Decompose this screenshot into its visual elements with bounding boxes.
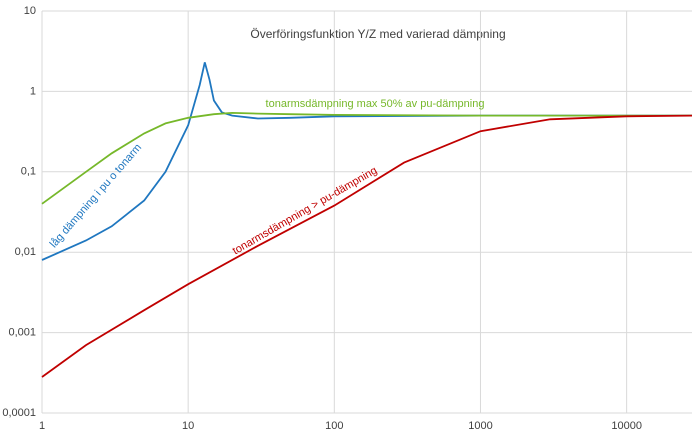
y-tick-label: 10 [24, 5, 36, 17]
series-line [41, 111, 692, 205]
series-line [41, 114, 693, 378]
chart-title: Överföringsfunktion Y/Z med varierad däm… [250, 27, 505, 41]
y-tick-label: 0,0001 [2, 407, 36, 419]
x-tick-label: 10 [182, 420, 194, 432]
x-tick-label: 100 [325, 420, 343, 432]
series-annotation: låg dämpning i pu o tonarm [48, 142, 145, 250]
y-tick-label: 0,01 [15, 246, 36, 258]
y-tick-label: 1 [30, 85, 36, 97]
series-annotation: tonarmsdämpning > pu-dämpning [231, 165, 380, 258]
x-tick-label: 10000 [611, 420, 642, 432]
series-annotation: tonarmsdämpning max 50% av pu-dämpning [266, 98, 485, 110]
series-line [41, 62, 692, 261]
x-tick-label: 1000 [468, 420, 492, 432]
x-tick-label: 1 [39, 420, 45, 432]
y-tick-label: 0,001 [8, 327, 36, 339]
y-tick-label: 0,1 [21, 166, 36, 178]
